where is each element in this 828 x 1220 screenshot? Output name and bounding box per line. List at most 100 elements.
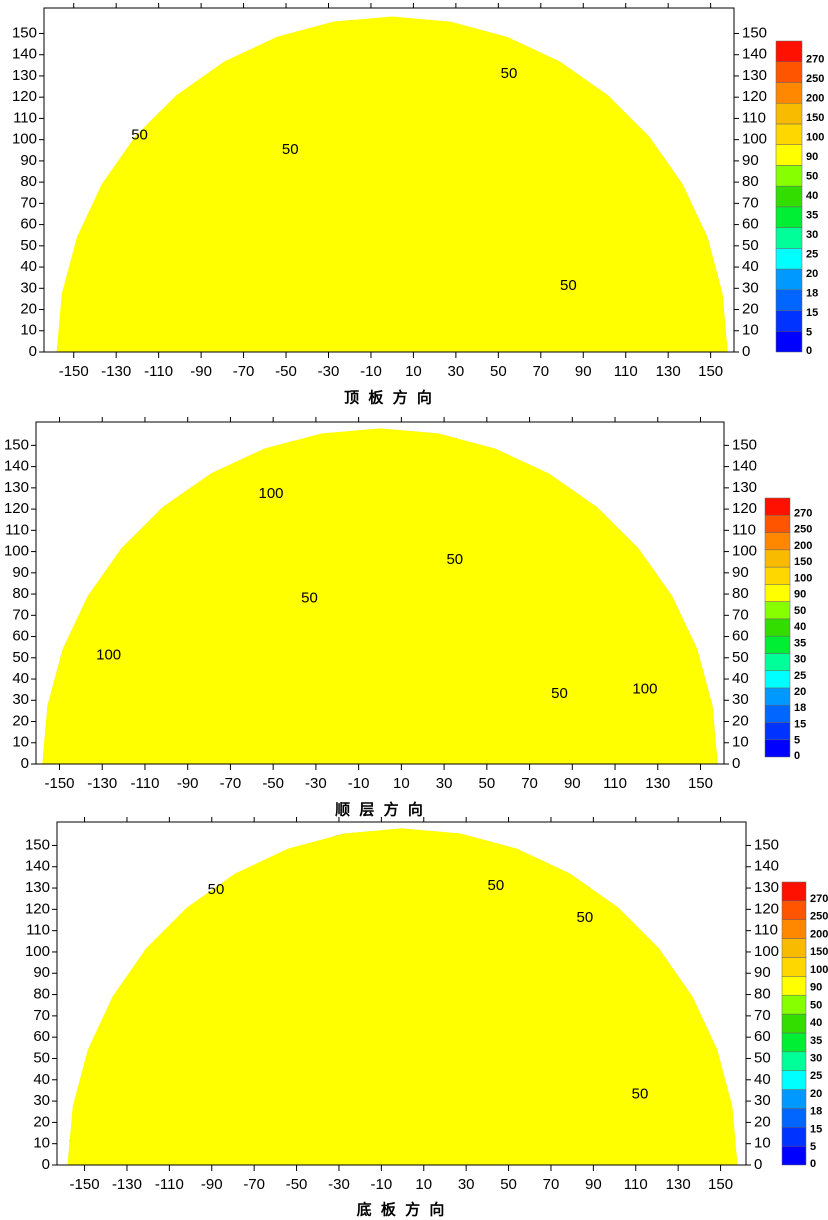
x-tick-label: 90	[575, 363, 592, 380]
y-tick-label-right: 80	[742, 173, 759, 190]
x-tick-label: 110	[624, 1176, 648, 1193]
y-tick-label-right: 110	[742, 109, 766, 126]
y-tick-label-right: 30	[732, 691, 749, 708]
colorbar-box	[781, 938, 807, 958]
y-tick-label-right: 130	[754, 879, 779, 896]
x-tick-label: 10	[415, 1176, 432, 1193]
y-tick-label: 80	[33, 986, 50, 1003]
x-tick-label: 70	[532, 363, 549, 380]
colorbar-box	[775, 40, 803, 62]
y-tick-label: 70	[20, 194, 37, 211]
x-tick-label: 10	[393, 775, 410, 792]
y-tick-label-right: 0	[732, 755, 740, 772]
y-tick-label-right: 130	[742, 67, 767, 84]
y-tick-label-right: 70	[754, 1007, 771, 1024]
x-tick-label: 30	[436, 775, 453, 792]
x-tick-label: 10	[405, 363, 422, 380]
x-tick-label: 70	[521, 775, 538, 792]
x-tick-label: -30	[318, 363, 340, 380]
colorbar-label: 100	[794, 572, 812, 584]
colorbar-box	[775, 165, 803, 187]
colorbar-label: 30	[810, 1052, 822, 1064]
contour-label: 100	[96, 647, 121, 664]
colorbar-label: 40	[794, 621, 806, 633]
colorbar-box	[764, 515, 791, 533]
y-tick-label-right: 100	[742, 131, 767, 148]
colorbar-label: 90	[806, 151, 818, 163]
x-axis-title: 底 板 方 向	[357, 1201, 447, 1219]
y-tick-label: 110	[13, 109, 37, 126]
colorbar-label: 0	[794, 750, 800, 762]
contour-field	[67, 828, 738, 1165]
y-tick-label-right: 120	[742, 88, 767, 105]
x-tick-label: 30	[458, 1176, 475, 1193]
colorbar-label: 50	[794, 605, 806, 617]
y-tick-label-right: 130	[732, 479, 757, 496]
contour-label: 50	[301, 589, 318, 606]
y-tick-label: 0	[29, 343, 37, 360]
colorbar-box	[775, 185, 803, 208]
y-tick-label: 90	[20, 152, 37, 169]
x-tick-label: 90	[585, 1176, 602, 1193]
contour-label: 50	[131, 126, 148, 143]
colorbar-label: 90	[794, 589, 806, 601]
colorbar-label: 5	[810, 1141, 816, 1153]
colorbar-box	[764, 532, 791, 551]
x-tick-label: -130	[87, 775, 117, 792]
x-tick-label: 50	[478, 775, 495, 792]
colorbar-box	[764, 687, 791, 706]
y-tick-label-right: 80	[754, 986, 771, 1003]
y-tick-label-right: 80	[732, 585, 749, 602]
y-tick-label: 110	[26, 922, 50, 939]
contour-label: 50	[487, 877, 504, 894]
y-tick-label: 130	[4, 479, 29, 496]
y-tick-label: 30	[20, 279, 37, 296]
colorbar-label: 25	[794, 670, 806, 682]
colorbar-label: 100	[806, 132, 824, 144]
y-tick-label: 70	[12, 606, 29, 623]
y-tick-label-right: 0	[742, 343, 750, 360]
contour-label: 100	[632, 681, 657, 698]
x-tick-label: 150	[708, 1176, 733, 1193]
y-tick-label: 20	[12, 712, 29, 729]
y-tick-label-right: 20	[732, 712, 749, 729]
y-tick-label: 40	[12, 670, 29, 687]
y-tick-label: 100	[4, 543, 29, 560]
y-tick-label: 130	[12, 67, 37, 84]
colorbar-box	[775, 289, 803, 311]
y-tick-label: 80	[20, 173, 37, 190]
colorbar-box	[781, 1127, 807, 1147]
y-tick-label-right: 30	[754, 1092, 771, 1109]
y-tick-label-right: 110	[754, 922, 778, 939]
y-tick-label: 40	[20, 258, 37, 275]
y-tick-label-right: 50	[742, 237, 759, 254]
colorbar-box	[781, 1051, 807, 1071]
y-tick-label: 70	[33, 1007, 50, 1024]
y-tick-label-right: 70	[742, 194, 759, 211]
y-tick-label: 140	[12, 46, 37, 63]
colorbar-box	[764, 618, 791, 637]
y-tick-label: 30	[12, 691, 29, 708]
colorbar-label: 150	[806, 112, 824, 124]
colorbar-label: 100	[810, 964, 828, 976]
x-tick-label: 150	[698, 363, 723, 380]
colorbar-box	[775, 82, 803, 104]
y-tick-label-right: 50	[732, 649, 749, 666]
y-tick-label-right: 10	[732, 734, 749, 751]
y-tick-label-right: 0	[754, 1156, 762, 1173]
x-tick-label: -150	[70, 1176, 100, 1193]
contour-label: 50	[446, 551, 463, 568]
x-tick-label: -130	[112, 1176, 142, 1193]
colorbar-label: 20	[794, 686, 806, 698]
y-tick-label: 50	[20, 237, 37, 254]
colorbar-label: 25	[806, 248, 818, 260]
y-tick-label: 0	[42, 1156, 50, 1173]
y-tick-label: 100	[25, 943, 50, 960]
x-tick-label: 50	[500, 1176, 517, 1193]
colorbar-label: 35	[806, 209, 818, 221]
colorbar-label: 250	[794, 524, 812, 536]
colorbar-box	[764, 601, 791, 620]
colorbar-label: 25	[810, 1070, 822, 1082]
colorbar-box	[764, 670, 791, 689]
colorbar-box	[764, 739, 791, 758]
